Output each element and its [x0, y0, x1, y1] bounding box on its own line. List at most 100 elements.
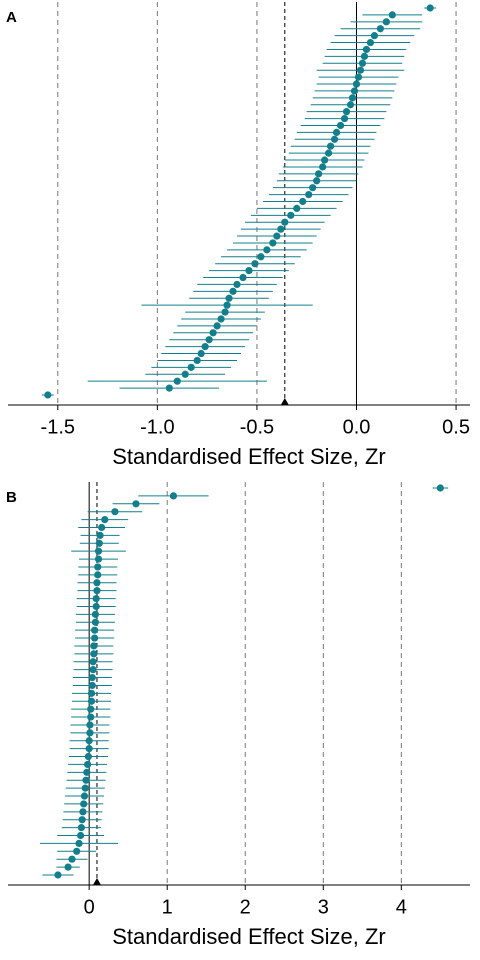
effect-point	[321, 156, 329, 164]
effect-point	[77, 824, 85, 832]
effect-point	[225, 294, 233, 302]
effect-point	[92, 594, 100, 603]
effect-point	[233, 280, 241, 289]
effect-point	[79, 808, 87, 816]
effect-point	[173, 377, 181, 385]
effect-point	[269, 239, 277, 247]
effect-point	[193, 356, 201, 365]
effect-point	[44, 391, 52, 399]
effect-point	[346, 101, 355, 109]
effect-point	[354, 73, 363, 81]
effect-point	[223, 301, 231, 309]
effect-point	[94, 563, 102, 571]
effect-point	[83, 768, 91, 776]
effect-point	[358, 59, 367, 67]
effect-point	[89, 658, 97, 666]
effect-point	[86, 729, 94, 737]
x-tick-label: 0	[84, 896, 95, 918]
effect-point	[89, 666, 97, 674]
effect-point	[366, 38, 375, 47]
effect-point	[217, 315, 225, 323]
effect-point	[82, 776, 90, 784]
effect-point	[388, 11, 396, 19]
effect-point	[75, 839, 83, 848]
effect-point	[101, 515, 109, 524]
effect-point	[181, 370, 189, 378]
effect-point	[88, 681, 96, 690]
effect-point	[94, 555, 103, 563]
x-axis-title: Standardised Effect Size, Zr	[112, 444, 386, 469]
effect-point	[273, 232, 281, 240]
mean-marker	[280, 398, 289, 405]
effect-point	[80, 800, 88, 808]
effect-point	[263, 246, 271, 254]
effect-point	[81, 784, 89, 792]
effect-point	[187, 363, 195, 371]
x-tick-label: 1	[162, 896, 173, 918]
effect-point	[93, 579, 101, 587]
effect-point	[201, 343, 209, 351]
effect-point	[205, 336, 213, 344]
effect-point	[95, 539, 103, 547]
effect-point	[245, 267, 253, 275]
effect-point	[85, 745, 93, 753]
effect-point	[293, 204, 301, 213]
effect-point	[332, 128, 341, 136]
x-axis-title: Standardised Effect Size, Zr	[112, 924, 386, 949]
x-tick-label: 0.5	[442, 416, 470, 438]
effect-point	[91, 610, 100, 618]
effect-point	[169, 492, 178, 500]
effect-point	[98, 523, 106, 532]
effect-point	[64, 863, 72, 871]
effect-point	[73, 847, 81, 855]
effect-point	[370, 32, 379, 40]
effect-point	[287, 211, 295, 219]
effect-point	[213, 322, 221, 330]
effect-point	[376, 25, 384, 33]
effect-point	[111, 508, 119, 516]
effect-point	[92, 602, 100, 611]
effect-point	[54, 871, 62, 879]
effect-point	[85, 737, 93, 745]
effect-point	[330, 135, 339, 143]
effect-point	[87, 713, 95, 721]
effect-point	[88, 673, 96, 682]
x-tick-label: 3	[318, 896, 329, 918]
effect-point	[76, 831, 85, 840]
effect-point	[299, 197, 307, 206]
effect-point	[305, 190, 313, 199]
panel-label: A	[6, 9, 17, 26]
effect-point	[91, 618, 100, 626]
effect-point	[93, 587, 101, 595]
effect-point	[84, 760, 92, 769]
effect-point	[84, 752, 92, 761]
effect-point	[313, 177, 321, 185]
effect-point	[327, 142, 335, 150]
effect-point	[277, 225, 285, 233]
effect-point	[356, 66, 365, 74]
effect-point	[68, 855, 76, 863]
effect-point	[426, 4, 434, 12]
x-tick-label: 2	[240, 896, 251, 918]
x-tick-label: -1.5	[41, 416, 75, 438]
effect-point	[352, 80, 361, 88]
effect-point	[209, 329, 217, 337]
effect-point	[325, 149, 333, 157]
x-tick-label: 0.0	[343, 416, 371, 438]
effect-point	[309, 184, 317, 192]
x-tick-label: -1.0	[140, 416, 174, 438]
effect-point	[251, 260, 259, 268]
effect-point	[132, 500, 140, 508]
effect-point	[336, 121, 345, 130]
effect-point	[340, 114, 349, 123]
effect-point	[94, 547, 103, 555]
effect-point	[91, 634, 99, 642]
effect-point	[90, 650, 98, 658]
effect-point	[87, 689, 96, 697]
effect-point	[362, 45, 371, 54]
effect-point	[96, 531, 104, 539]
effect-point	[91, 626, 99, 634]
effect-point	[315, 170, 323, 178]
effect-point	[229, 287, 237, 295]
effect-point	[436, 484, 444, 492]
